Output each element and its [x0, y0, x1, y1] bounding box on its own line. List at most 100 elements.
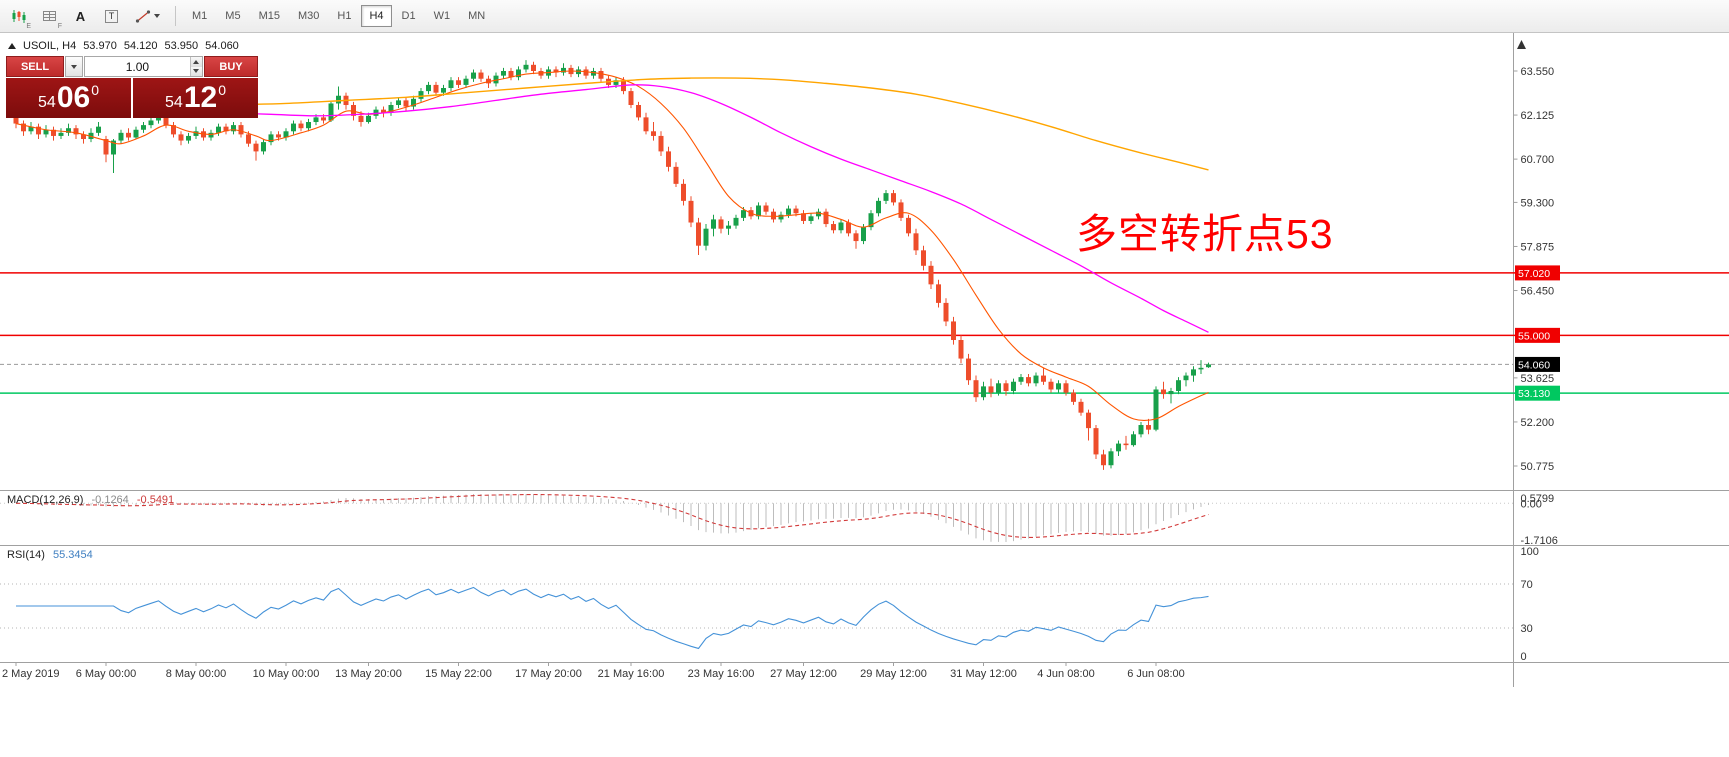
svg-text:50.775: 50.775: [1521, 461, 1555, 473]
svg-text:4 Jun 08:00: 4 Jun 08:00: [1037, 668, 1095, 680]
rsi-value: 55.3454: [52, 549, 93, 561]
svg-text:27 May 12:00: 27 May 12:00: [770, 668, 837, 680]
toolbar-separator: [175, 6, 176, 26]
date-axis: 2 May 2019 6 May 00:00 8 May 00:00 10 May 0…: [2, 663, 1185, 680]
ohlc-high: 54.120: [123, 40, 158, 52]
label-tool-button[interactable]: T: [97, 3, 126, 30]
grid-icon: [43, 11, 56, 21]
svg-text:15 May 22:00: 15 May 22:00: [425, 668, 492, 680]
svg-text:6 Jun 08:00: 6 Jun 08:00: [1127, 668, 1185, 680]
buy-button[interactable]: BUY: [204, 56, 258, 77]
draw-tool-button[interactable]: [128, 3, 166, 30]
macd-signal-line: [15, 493, 1209, 539]
chevron-down-icon: [71, 64, 77, 69]
ma-medium-magenta: [225, 84, 1209, 333]
sell-button[interactable]: SELL: [6, 56, 64, 77]
volume-up-button[interactable]: [190, 57, 202, 67]
svg-text:8 May 00:00: 8 May 00:00: [166, 668, 227, 680]
sell-price-display[interactable]: 54 06 0: [6, 78, 131, 118]
timeframe-button-d1[interactable]: D1: [401, 10, 416, 22]
svg-text:59.300: 59.300: [1521, 197, 1555, 209]
ohlc-open: 53.970: [83, 40, 117, 52]
timeframe-group: M1 M5 M15 M30 H1 H4 D1 W1 MN: [183, 5, 494, 27]
volume-stepper: [189, 57, 202, 76]
rsi-line: [16, 586, 1209, 650]
rsi-name: RSI(14): [7, 549, 45, 561]
svg-text:57.020: 57.020: [1518, 268, 1550, 280]
timeframe-button-h4[interactable]: H4: [361, 5, 392, 27]
svg-text:13 May 20:00: 13 May 20:00: [335, 668, 402, 680]
volume-down-button[interactable]: [190, 66, 202, 76]
svg-text:62.125: 62.125: [1521, 110, 1555, 122]
text-tool-button[interactable]: A: [66, 3, 95, 30]
svg-text:55.000: 55.000: [1518, 330, 1550, 342]
volume-field: [84, 56, 203, 77]
timeframe-button-m15[interactable]: M15: [258, 10, 280, 22]
chart-style-sub-label: E: [26, 22, 31, 30]
svg-text:0: 0: [1521, 651, 1527, 663]
svg-text:60.700: 60.700: [1521, 154, 1555, 166]
symbol-header: USOIL, H4 53.970 54.120 53.950 54.060: [8, 40, 239, 52]
toolbar: E F A T M1 M5 M15 M30 H1 H4 D1 W1 MN: [0, 0, 1729, 33]
macd-histogram: [23, 494, 1209, 542]
svg-text:70: 70: [1521, 579, 1533, 591]
svg-text:23 May 16:00: 23 May 16:00: [688, 668, 755, 680]
trendline-icon: [135, 9, 150, 23]
rsi-indicator-label: RSI(14) 55.3454: [7, 549, 93, 561]
buy-price-display[interactable]: 54 12 0: [133, 78, 258, 118]
axis-price-label: [1515, 265, 1560, 281]
timeframe-button-w1[interactable]: W1: [433, 10, 451, 22]
svg-text:54.060: 54.060: [1518, 359, 1550, 371]
macd-signal-value: -0.5491: [136, 494, 175, 506]
svg-text:0.5799: 0.5799: [1521, 493, 1555, 505]
volume-dropdown-button[interactable]: [65, 56, 83, 77]
collapse-triangle-icon[interactable]: [8, 43, 16, 49]
svg-text:31 May 12:00: 31 May 12:00: [950, 668, 1017, 680]
timeframe-button-m5[interactable]: M5: [225, 10, 241, 22]
ma-fast-orange-red: [15, 70, 1209, 422]
svg-text:100: 100: [1521, 546, 1539, 558]
svg-text:2 May 2019: 2 May 2019: [2, 668, 59, 680]
label-tool-icon: T: [104, 9, 119, 23]
caret-up-icon: [193, 59, 200, 64]
svg-text:57.875: 57.875: [1521, 241, 1555, 253]
ohlc-low: 53.950: [164, 40, 199, 52]
volume-input[interactable]: [85, 57, 190, 76]
chart-style-button[interactable]: E: [4, 3, 33, 30]
rsi-axis: 100 70 30 0: [1521, 546, 1539, 663]
macd-indicator-label: MACD(12,26,9) -0.1264 -0.5491: [7, 494, 174, 506]
price-axis: 63.550 62.125 60.700 59.300 57.875 56.450 53.6…: [1513, 66, 1555, 473]
timeframe-button-m1[interactable]: M1: [192, 10, 208, 22]
grid-button[interactable]: F: [35, 3, 64, 30]
ohlc-close: 54.060: [205, 40, 239, 52]
svg-text:52.200: 52.200: [1521, 417, 1555, 429]
axis-price-label: [1515, 385, 1560, 401]
svg-text:29 May 12:00: 29 May 12:00: [860, 668, 927, 680]
support-resistance-lines[interactable]: [0, 272, 1729, 394]
svg-text:56.450: 56.450: [1521, 286, 1555, 298]
svg-text:-1.7106: -1.7106: [1521, 535, 1558, 547]
candlestick-icon: [12, 9, 25, 23]
svg-text:53.130: 53.130: [1518, 388, 1550, 400]
chart-annotation-text: 多空转折点53: [1076, 211, 1334, 257]
caret-down-icon: [193, 69, 200, 74]
svg-text:17 May 20:00: 17 May 20:00: [515, 668, 582, 680]
svg-text:21 May 16:00: 21 May 16:00: [598, 668, 665, 680]
grid-sub-label: F: [57, 22, 62, 30]
timeframe-button-h1[interactable]: H1: [337, 10, 352, 22]
symbol-label: USOIL, H4: [23, 40, 77, 52]
macd-main-value: -0.1264: [91, 494, 129, 506]
timeframe-button-mn[interactable]: MN: [468, 10, 486, 22]
macd-name: MACD(12,26,9): [7, 494, 84, 506]
axis-price-label: [1515, 327, 1560, 343]
axis-price-label: [1515, 356, 1560, 372]
svg-text:30: 30: [1521, 623, 1533, 635]
svg-text:6 May 00:00: 6 May 00:00: [76, 668, 137, 680]
svg-text:10 May 00:00: 10 May 00:00: [253, 668, 320, 680]
ma-slow-orange: [225, 77, 1209, 171]
timeframe-button-m30[interactable]: M30: [297, 10, 320, 22]
